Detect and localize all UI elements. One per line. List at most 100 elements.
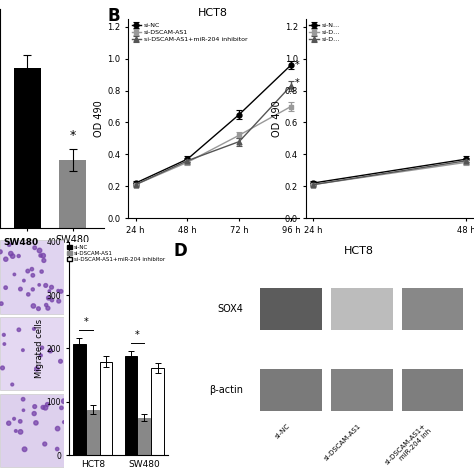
Bar	[87, 410, 99, 455]
Text: *: *	[295, 60, 300, 70]
Point	[0, 331, 8, 338]
Y-axis label: OD 490: OD 490	[94, 100, 104, 137]
Bar	[0, 394, 64, 467]
Point	[60, 397, 68, 405]
Bar	[260, 288, 322, 330]
Text: SOX4: SOX4	[218, 304, 244, 314]
Bar	[14, 68, 41, 228]
Text: *: *	[84, 317, 89, 327]
Bar	[401, 369, 464, 411]
Legend: si-NC, si-DSCAM-AS1, si-DSCAM-AS1+miR-204 inhibitor: si-NC, si-DSCAM-AS1, si-DSCAM-AS1+miR-20…	[66, 245, 165, 263]
Point	[46, 287, 53, 295]
Point	[39, 403, 47, 411]
Point	[42, 282, 49, 289]
Point	[17, 428, 24, 436]
Point	[57, 357, 64, 365]
Point	[38, 344, 46, 352]
Point	[2, 255, 9, 263]
Text: SW480: SW480	[3, 238, 38, 247]
Point	[36, 281, 43, 289]
Point	[57, 288, 65, 295]
Point	[42, 404, 49, 411]
Point	[41, 440, 48, 448]
Bar	[138, 418, 150, 455]
Point	[37, 252, 45, 259]
Point	[10, 271, 18, 278]
Bar	[0, 317, 64, 390]
Legend: si-NC, si-DSCAM-AS1, si-DSCAM-AS1+miR-204 inhibitor: si-NC, si-DSCAM-AS1, si-DSCAM-AS1+miR-20…	[131, 22, 248, 43]
Point	[9, 381, 16, 388]
Point	[17, 285, 24, 293]
Point	[0, 248, 4, 255]
Text: B: B	[108, 7, 120, 25]
Point	[15, 252, 22, 260]
Bar	[0, 240, 64, 314]
Legend: si-N…, si-D…, si-D…: si-N…, si-D…, si-D…	[309, 22, 340, 43]
Point	[29, 286, 36, 293]
Point	[10, 415, 18, 423]
Text: si-DSCAM-AS1: si-DSCAM-AS1	[323, 423, 362, 462]
Point	[7, 250, 15, 257]
Bar	[125, 356, 137, 455]
Point	[60, 419, 68, 426]
Text: *: *	[69, 129, 76, 142]
Point	[45, 294, 53, 302]
Point	[0, 300, 5, 308]
Point	[9, 252, 17, 260]
Point	[12, 427, 19, 435]
Point	[28, 265, 36, 273]
Point	[21, 446, 28, 453]
Bar	[73, 344, 86, 455]
Text: *: *	[135, 330, 140, 340]
Text: β-actin: β-actin	[210, 385, 244, 395]
Point	[42, 301, 50, 309]
Point	[33, 365, 41, 373]
Point	[46, 347, 54, 355]
Bar	[100, 362, 112, 455]
Point	[48, 296, 56, 304]
Point	[39, 252, 47, 259]
Point	[32, 419, 40, 427]
Point	[36, 247, 43, 255]
Point	[19, 395, 27, 403]
Text: si-NC: si-NC	[274, 423, 291, 440]
Point	[55, 287, 62, 294]
Text: si-DSCAM-AS1+
miR-204 inh: si-DSCAM-AS1+ miR-204 inh	[384, 423, 433, 471]
Point	[19, 406, 27, 414]
Point	[25, 291, 32, 298]
Bar	[331, 369, 392, 411]
Point	[5, 241, 13, 248]
Point	[15, 326, 23, 334]
Point	[38, 268, 46, 275]
Point	[19, 346, 27, 354]
Point	[58, 404, 65, 411]
Bar	[59, 160, 86, 228]
Text: D: D	[173, 242, 187, 260]
Text: *: *	[295, 78, 300, 88]
Point	[30, 325, 38, 333]
Bar	[331, 288, 392, 330]
Point	[31, 403, 38, 410]
Point	[55, 297, 63, 305]
Point	[17, 418, 24, 425]
Point	[40, 257, 48, 264]
Point	[29, 272, 36, 279]
Title: HCT8: HCT8	[198, 8, 228, 18]
Text: HCT8: HCT8	[344, 246, 374, 256]
Bar	[401, 288, 464, 330]
Bar	[151, 368, 164, 455]
Point	[31, 244, 38, 252]
Point	[44, 401, 51, 408]
Y-axis label: Migrated cells: Migrated cells	[35, 319, 44, 378]
Point	[20, 277, 27, 284]
Point	[0, 340, 8, 348]
Point	[48, 283, 55, 291]
Point	[2, 284, 9, 292]
Point	[5, 419, 12, 427]
Point	[54, 425, 62, 432]
Point	[37, 352, 45, 359]
Point	[44, 304, 52, 312]
Point	[29, 302, 37, 310]
Bar	[260, 369, 322, 411]
Y-axis label: OD 490: OD 490	[272, 100, 282, 137]
